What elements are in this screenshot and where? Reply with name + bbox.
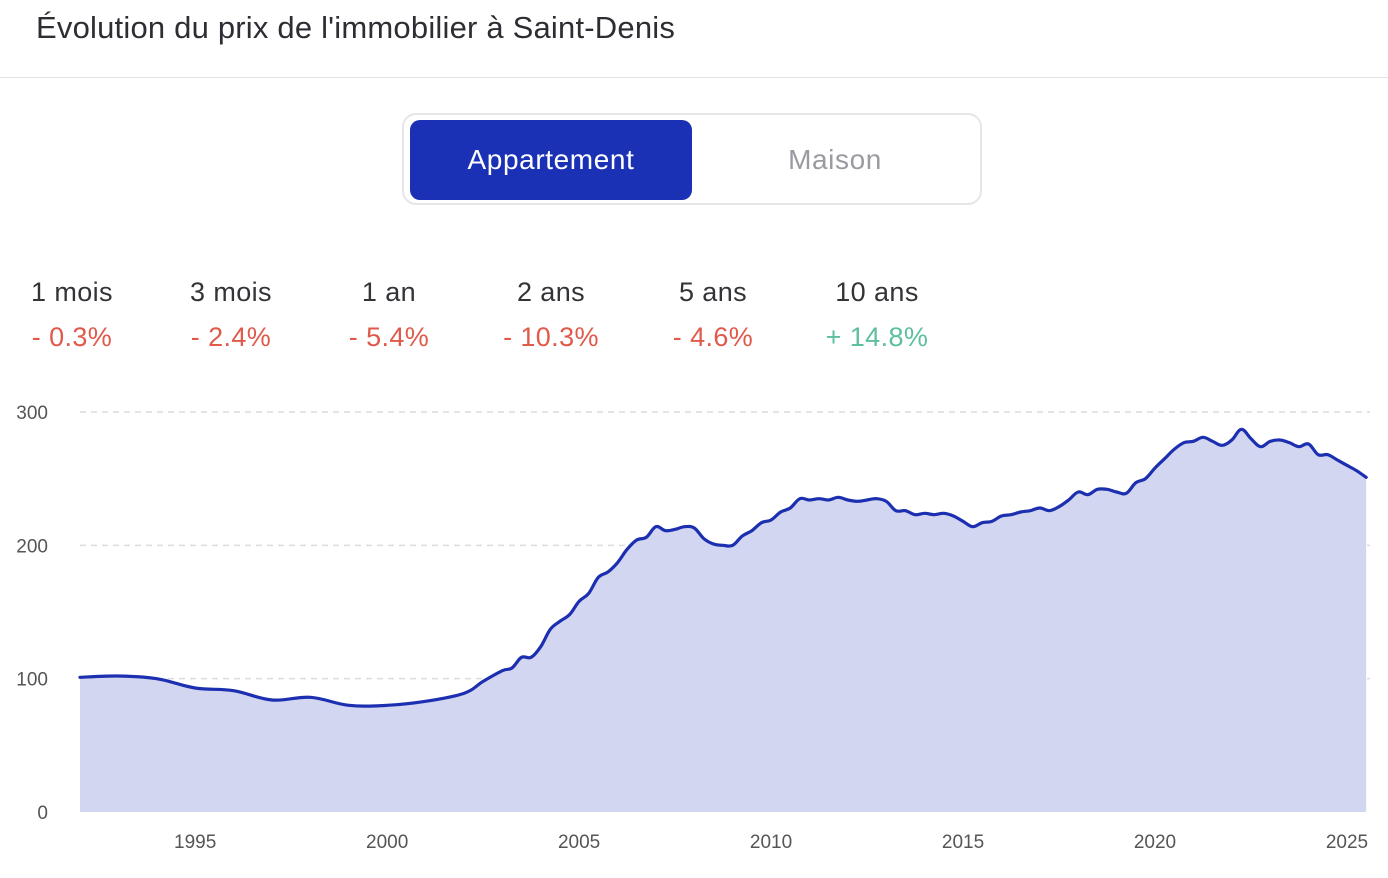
chart-gridlines — [80, 411, 1370, 680]
x-tick-label: 2000 — [366, 832, 408, 853]
stat-value: - 4.6% — [672, 322, 754, 352]
stat-value: - 10.3% — [503, 322, 599, 352]
stat-label: 1 mois — [31, 277, 113, 307]
toggle-option-maison[interactable]: Maison — [788, 144, 882, 175]
stat-value: - 2.4% — [190, 322, 272, 352]
y-tick-label: 0 — [37, 803, 48, 824]
x-tick-label: 2020 — [1134, 832, 1176, 853]
x-tick-label: 2005 — [558, 832, 600, 853]
stat-label: 2 ans — [516, 277, 586, 307]
page-header: Évolution du prix de l'immobilier à Sain… — [0, 0, 1388, 78]
stat-label: 5 ans — [678, 277, 748, 307]
stat-label: 10 ans — [835, 277, 919, 307]
x-tick-label: 2025 — [1326, 832, 1368, 853]
x-tick-label: 1995 — [174, 832, 216, 853]
price-line — [78, 427, 1368, 708]
x-tick-label: 2015 — [942, 832, 984, 853]
stat-label: 3 mois — [190, 277, 272, 307]
price-area — [80, 429, 1367, 812]
y-axis: 0 100 200 300 — [16, 403, 48, 824]
y-tick-label: 200 — [16, 536, 48, 557]
toggle-option-appartement[interactable]: Appartement — [410, 120, 692, 200]
stat-value: + 14.8% — [825, 322, 929, 352]
x-tick-label: 2010 — [750, 832, 792, 853]
property-type-toggle: Appartement Maison — [402, 113, 982, 205]
x-axis: 1995 2000 2005 2010 2015 2020 2025 — [174, 832, 1368, 853]
stat-value: - 0.3% — [31, 322, 113, 352]
stat-value: - 5.4% — [348, 322, 430, 352]
page-title: Évolution du prix de l'immobilier à Sain… — [36, 10, 676, 45]
y-tick-label: 100 — [16, 670, 48, 691]
y-tick-label: 300 — [16, 403, 48, 424]
stat-label: 1 an — [361, 277, 417, 307]
